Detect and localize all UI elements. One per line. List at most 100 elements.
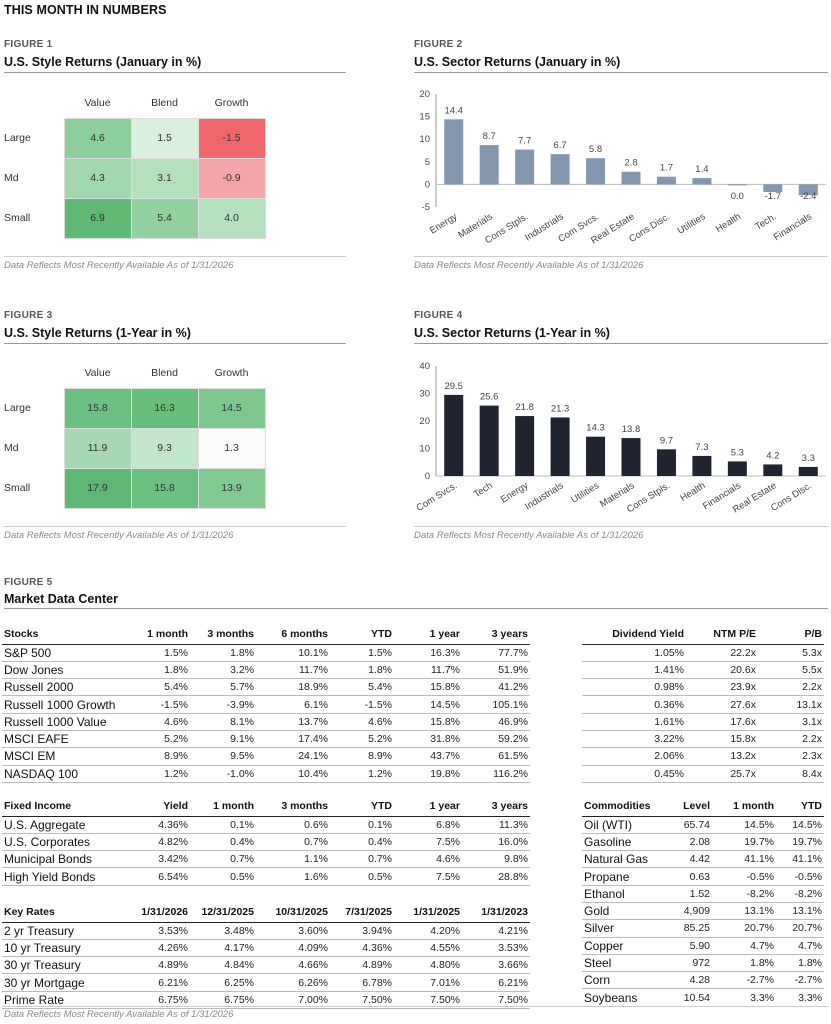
figure-2-rule: [414, 72, 828, 73]
cell-value: 7.5%: [394, 833, 462, 852]
table-row: 0.36% 27.6x 13.1x: [582, 695, 824, 714]
category-label: Tech: [472, 480, 495, 500]
bar: [727, 461, 747, 476]
style-grid-cell: 6.9: [63, 197, 132, 239]
table-row: Oil (WTI) 65.74 14.5% 14.5%: [582, 816, 824, 834]
style-row-header: Small: [4, 212, 31, 224]
bar: [515, 149, 535, 185]
stocks-table: Stocks 1 month 3 months 6 months YTD 1 year 3 …: [2, 624, 530, 783]
cell-value: 0.63: [674, 867, 712, 886]
row-label: Gold: [582, 902, 674, 921]
style-col-header: Growth: [214, 367, 249, 379]
figure-3-rule: [4, 343, 346, 344]
bar: [444, 394, 464, 476]
cell-value: 13.1%: [712, 902, 776, 921]
table-row: Russell 2000 5.4% 5.7% 18.9% 5.4% 15.8% 41.2%: [2, 678, 530, 697]
figure-1-rule: [4, 72, 346, 73]
cell-value: 5.2%: [330, 730, 394, 749]
cell-value: 0.6%: [256, 816, 330, 834]
bar: [550, 417, 570, 476]
data-label: 25.6: [480, 392, 499, 403]
style-col-header: Blend: [151, 367, 178, 379]
table-row: Gold 4,909 13.1% 13.1%: [582, 902, 824, 921]
y-tick-label: 10: [419, 444, 430, 455]
cell-value: 5.3x: [758, 644, 824, 662]
cell-value: 4.6%: [132, 713, 190, 731]
table-row: Dow Jones 1.8% 3.2% 11.7% 1.8% 11.7% 51.9%: [2, 661, 530, 680]
y-tick-label: 40: [419, 361, 430, 372]
figure-5-label: FIGURE 5: [4, 577, 53, 588]
data-label: 1.4: [695, 164, 708, 175]
cell-value: 51.9%: [462, 661, 530, 680]
cell-value: 0.4%: [330, 833, 394, 852]
cell-value: 9.8%: [462, 850, 530, 869]
row-label: 30 yr Treasury: [2, 956, 132, 975]
bar: [727, 184, 747, 186]
style-row-header: Large: [4, 132, 31, 144]
cell-value: 19.8%: [394, 765, 462, 783]
cell-value: 10.4%: [256, 765, 330, 783]
table-row: U.S. Aggregate 4.36% 0.1% 0.6% 0.1% 6.8% 11.3%: [2, 816, 530, 834]
bar: [444, 119, 464, 185]
data-label: 2.8: [624, 158, 637, 169]
column-header: Stocks: [2, 624, 132, 645]
cell-value: 1.41%: [582, 661, 686, 680]
cell-value: 3.2%: [190, 661, 256, 680]
row-label: High Yield Bonds: [2, 867, 132, 886]
cell-value: 15.8%: [394, 678, 462, 697]
cell-value: 4.7%: [712, 937, 776, 955]
table-row: MSCI EM 8.9% 9.5% 24.1% 8.9% 43.7% 61.5%: [2, 747, 530, 766]
cell-value: 0.5%: [330, 867, 394, 886]
cell-value: 0.1%: [330, 816, 394, 834]
table-row: MSCI EAFE 5.2% 9.1% 17.4% 5.2% 31.8% 59.2%: [2, 730, 530, 749]
cell-value: 41.1%: [712, 850, 776, 869]
cell-value: 43.7%: [394, 747, 462, 766]
table-row: U.S. Corporates 4.82% 0.4% 0.7% 0.4% 7.5% 16.0…: [2, 833, 530, 852]
cell-value: 41.1%: [776, 850, 824, 869]
cell-value: 14.5%: [776, 816, 824, 834]
cell-value: 5.4%: [330, 678, 394, 697]
cell-value: 13.1%: [776, 902, 824, 921]
style-grid-cell: 16.3: [130, 387, 199, 429]
row-label: Russell 1000 Value: [2, 713, 132, 731]
cell-value: 6.25%: [190, 973, 256, 992]
cell-value: -8.2%: [712, 885, 776, 903]
cell-value: 11.3%: [462, 816, 530, 834]
cell-value: 24.1%: [256, 747, 330, 766]
cell-value: 5.4%: [132, 678, 190, 697]
cell-value: 14.5%: [712, 816, 776, 834]
cell-value: 16.3%: [394, 644, 462, 662]
figure-2-label: FIGURE 2: [414, 39, 463, 50]
cell-value: 65.74: [674, 816, 712, 834]
style-row-header: Small: [4, 482, 31, 494]
category-label: Energy: [428, 211, 460, 236]
figure-4-rule: [414, 343, 828, 344]
table-header-row: Stocks 1 month 3 months 6 months YTD 1 year 3 …: [2, 624, 530, 645]
style-grid-header-row: Value Blend Growth: [4, 97, 265, 115]
category-label: Health: [714, 211, 743, 235]
cell-value: 6.78%: [330, 973, 394, 992]
cell-value: 4.89%: [330, 956, 394, 975]
cell-value: -2.7%: [712, 971, 776, 990]
market-table: Stocks 1 month 3 months 6 months YTD 1 year 3 …: [2, 624, 530, 783]
data-label: 21.3: [551, 403, 570, 414]
y-tick-label: 15: [419, 112, 430, 123]
cell-value: -2.7%: [776, 971, 824, 990]
style-grid-cell: 13.9: [197, 467, 266, 509]
table-row: 3.22% 15.8x 2.2x: [582, 730, 824, 749]
table-header-row: Dividend Yield NTM P/E P/B: [582, 624, 824, 645]
style-grid-cell: 1.5: [130, 117, 199, 159]
row-label: MSCI EAFE: [2, 730, 132, 749]
cell-value: 6.8%: [394, 816, 462, 834]
cell-value: 28.8%: [462, 867, 530, 886]
column-header: Fixed Income: [2, 796, 132, 817]
dividend-table: Dividend Yield NTM P/E P/B 1.05% 22.2x 5.3x 1.…: [582, 624, 824, 783]
column-header: 1 month: [190, 796, 256, 817]
table-row: Prime Rate 6.75% 6.75% 7.00% 7.50% 7.50% 7.50%: [2, 991, 530, 1009]
cell-value: 9.1%: [190, 730, 256, 749]
column-header: 10/31/2025: [256, 902, 330, 923]
market-table: Key Rates 1/31/2026 12/31/2025 10/31/2025 7/…: [2, 902, 530, 1009]
table-row: Propane 0.63 -0.5% -0.5%: [582, 867, 824, 886]
style-grid-row: Large 15.8 16.3 14.5: [4, 387, 266, 429]
row-label: Propane: [582, 867, 674, 886]
